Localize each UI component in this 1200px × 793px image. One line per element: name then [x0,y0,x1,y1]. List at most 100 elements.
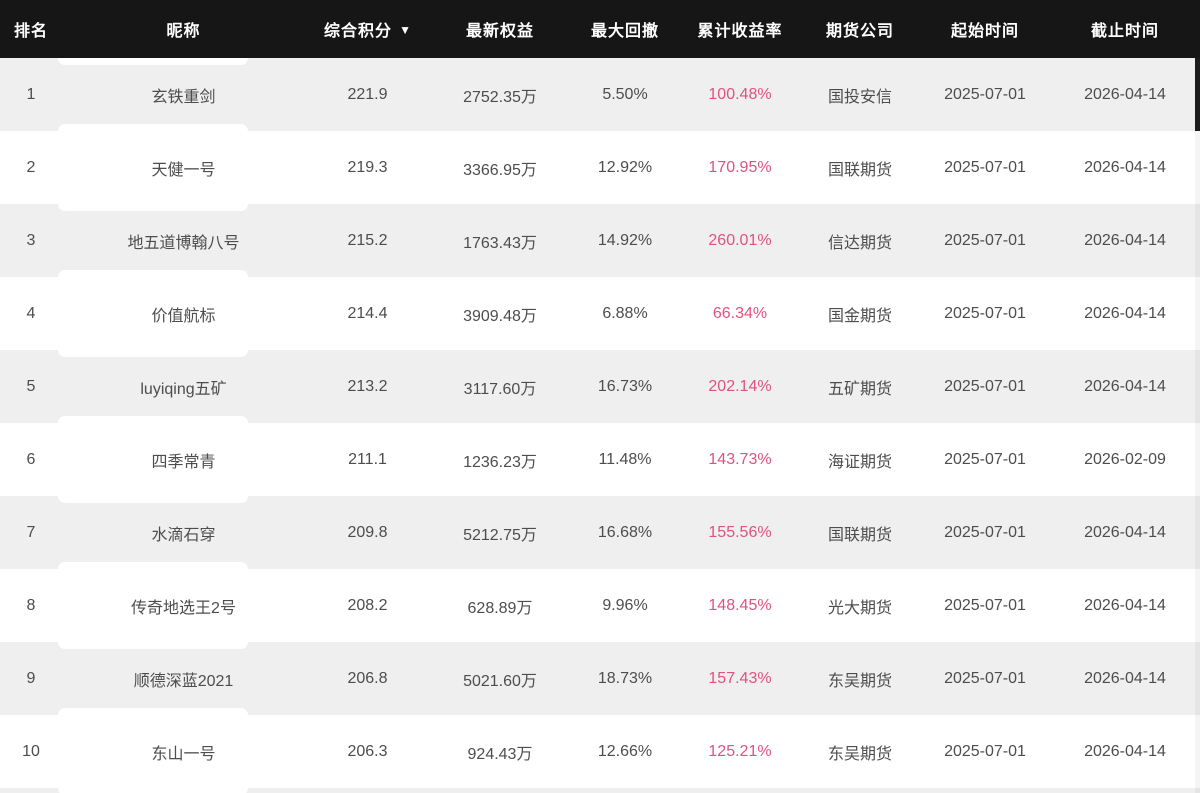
row-divider-pill [58,781,248,793]
cell-start: 2025-07-01 [944,669,1026,687]
cell-equity: 5212.75万 [463,526,537,544]
nickname-link[interactable]: 传奇地选王2号 [131,599,236,617]
cell-equity: 1236.23万 [463,453,537,471]
cell-start: 2025-07-01 [944,523,1026,541]
table-row[interactable]: 4 价值航标 214.4 3909.48万 6.88% 66.34% 国金期货 2025-07… [0,277,1200,350]
row-divider-pill [58,489,248,503]
cell-equity: 924.43万 [467,745,533,763]
nickname-link[interactable]: 地五道博翰八号 [127,234,240,252]
cell-rank: 6 [26,450,36,468]
row-divider-pill [58,635,248,649]
column-header-score[interactable]: 综合积分 ▼ [305,0,430,58]
cell-rank: 3 [26,231,36,249]
cell-drawdown: 6.88% [602,304,648,322]
column-header-label: 排名 [13,23,48,40]
cell-end: 2026-04-14 [1084,231,1166,249]
cell-start: 2025-07-01 [944,231,1026,249]
cell-return: 148.45% [708,596,772,614]
cell-score: 213.2 [347,377,388,395]
row-divider-pill [58,124,248,138]
cell-score: 215.2 [347,231,388,249]
nickname-link[interactable]: 水滴石穿 [151,526,216,544]
row-divider-pill [58,197,248,211]
cell-end: 2026-04-14 [1084,523,1166,541]
cell-company: 国联期货 [827,526,892,544]
cell-end: 2026-04-14 [1084,377,1166,395]
cell-company: 国金期货 [827,307,892,325]
cell-equity: 3366.95万 [463,161,537,179]
row-divider-pill [58,343,248,357]
cell-equity: 2752.35万 [463,88,537,106]
cell-start: 2025-07-01 [944,377,1026,395]
cell-end: 2026-04-14 [1084,158,1166,176]
cell-end: 2026-04-14 [1084,596,1166,614]
cell-equity: 3909.48万 [463,307,537,325]
table-row[interactable]: 7 水滴石穿 209.8 5212.75万 16.68% 155.56% 国联期货 2025-… [0,496,1200,569]
cell-end: 2026-04-14 [1084,304,1166,322]
nickname-link[interactable]: luyiqing五矿 [140,380,227,398]
cell-company: 国投安信 [827,88,892,106]
column-header-company: 期货公司 [800,0,920,58]
cell-rank: 5 [26,377,36,395]
row-divider-pill [58,708,248,722]
nickname-link[interactable]: 顺德深蓝2021 [133,672,234,690]
cell-score: 211.1 [348,450,387,468]
nickname-link[interactable]: 玄铁重剑 [151,88,216,106]
cell-return: 100.48% [708,85,772,103]
cell-end: 2026-04-14 [1084,742,1166,760]
cell-company: 海证期货 [827,453,892,471]
row-divider-pill [58,416,248,430]
cell-company: 五矿期货 [827,380,892,398]
cell-score: 219.3 [347,158,388,176]
nickname-link[interactable]: 价值航标 [151,307,216,325]
nickname-link[interactable]: 东山一号 [151,745,216,763]
column-header-label: 综合积分 [324,23,393,40]
cell-drawdown: 12.66% [597,742,653,760]
cell-rank: 1 [26,85,36,103]
column-header-start: 起始时间 [920,0,1050,58]
cell-rank: 9 [26,669,36,687]
column-header-label: 最大回撤 [590,23,659,40]
cell-return: 125.21% [708,742,772,760]
table-row[interactable]: 6 四季常青 211.1 1236.23万 11.48% 143.73% 海证期货 2025-… [0,423,1200,496]
cell-start: 2025-07-01 [944,304,1026,322]
column-header-label: 昵称 [166,23,201,40]
vertical-scrollbar-track[interactable] [1195,58,1200,793]
table-header: 排名 昵称 综合积分 ▼ 最新权益 最大回撤 累计收益率 期货公司 起始时间 截止时间 [0,0,1200,58]
cell-company: 东吴期货 [827,745,892,763]
table-row[interactable]: 9 顺德深蓝2021 206.8 5021.60万 18.73% 157.43% 东吴期货 2… [0,642,1200,715]
sort-descending-icon[interactable]: ▼ [399,23,411,37]
cell-score: 208.2 [347,596,388,614]
table-row[interactable]: 1 玄铁重剑 221.9 2752.35万 5.50% 100.48% 国投安信 2025-0… [0,58,1200,131]
column-header-label: 累计收益率 [697,23,783,40]
table-row[interactable]: 3 地五道博翰八号 215.2 1763.43万 14.92% 260.01% 信达期货 20… [0,204,1200,277]
table-row[interactable]: 10 东山一号 206.3 924.43万 12.66% 125.21% 东吴期货 2025-… [0,715,1200,788]
vertical-scrollbar-thumb[interactable] [1195,58,1200,131]
cell-drawdown: 5.50% [602,85,648,103]
cell-start: 2025-07-01 [944,450,1026,468]
nickname-link[interactable]: 天健一号 [151,161,216,179]
cell-score: 214.4 [347,304,388,322]
cell-rank: 8 [26,596,36,614]
cell-end: 2026-04-14 [1084,85,1166,103]
cell-start: 2025-07-01 [944,742,1026,760]
cell-rank: 2 [26,158,36,176]
column-header-end: 截止时间 [1050,0,1200,58]
column-header-nickname: 昵称 [62,0,305,58]
table-row[interactable]: 2 天健一号 219.3 3366.95万 12.92% 170.95% 国联期货 2025-… [0,131,1200,204]
nickname-link[interactable]: 四季常青 [151,453,216,471]
cell-start: 2025-07-01 [944,85,1026,103]
cell-drawdown: 16.68% [597,523,653,541]
cell-equity: 5021.60万 [463,672,537,690]
cell-rank: 10 [22,742,40,760]
table-row[interactable]: 5 luyiqing五矿 213.2 3117.60万 16.73% 202.14% 五矿期… [0,350,1200,423]
column-header-label: 期货公司 [825,23,894,40]
row-divider-pill [58,270,248,284]
cell-drawdown: 11.48% [598,450,652,468]
cell-score: 206.8 [347,669,388,687]
table-row[interactable]: 8 传奇地选王2号 208.2 628.89万 9.96% 148.45% 光大期货 2025… [0,569,1200,642]
column-header-return: 累计收益率 [680,0,800,58]
cell-company: 信达期货 [827,234,892,252]
cell-company: 国联期货 [827,161,892,179]
